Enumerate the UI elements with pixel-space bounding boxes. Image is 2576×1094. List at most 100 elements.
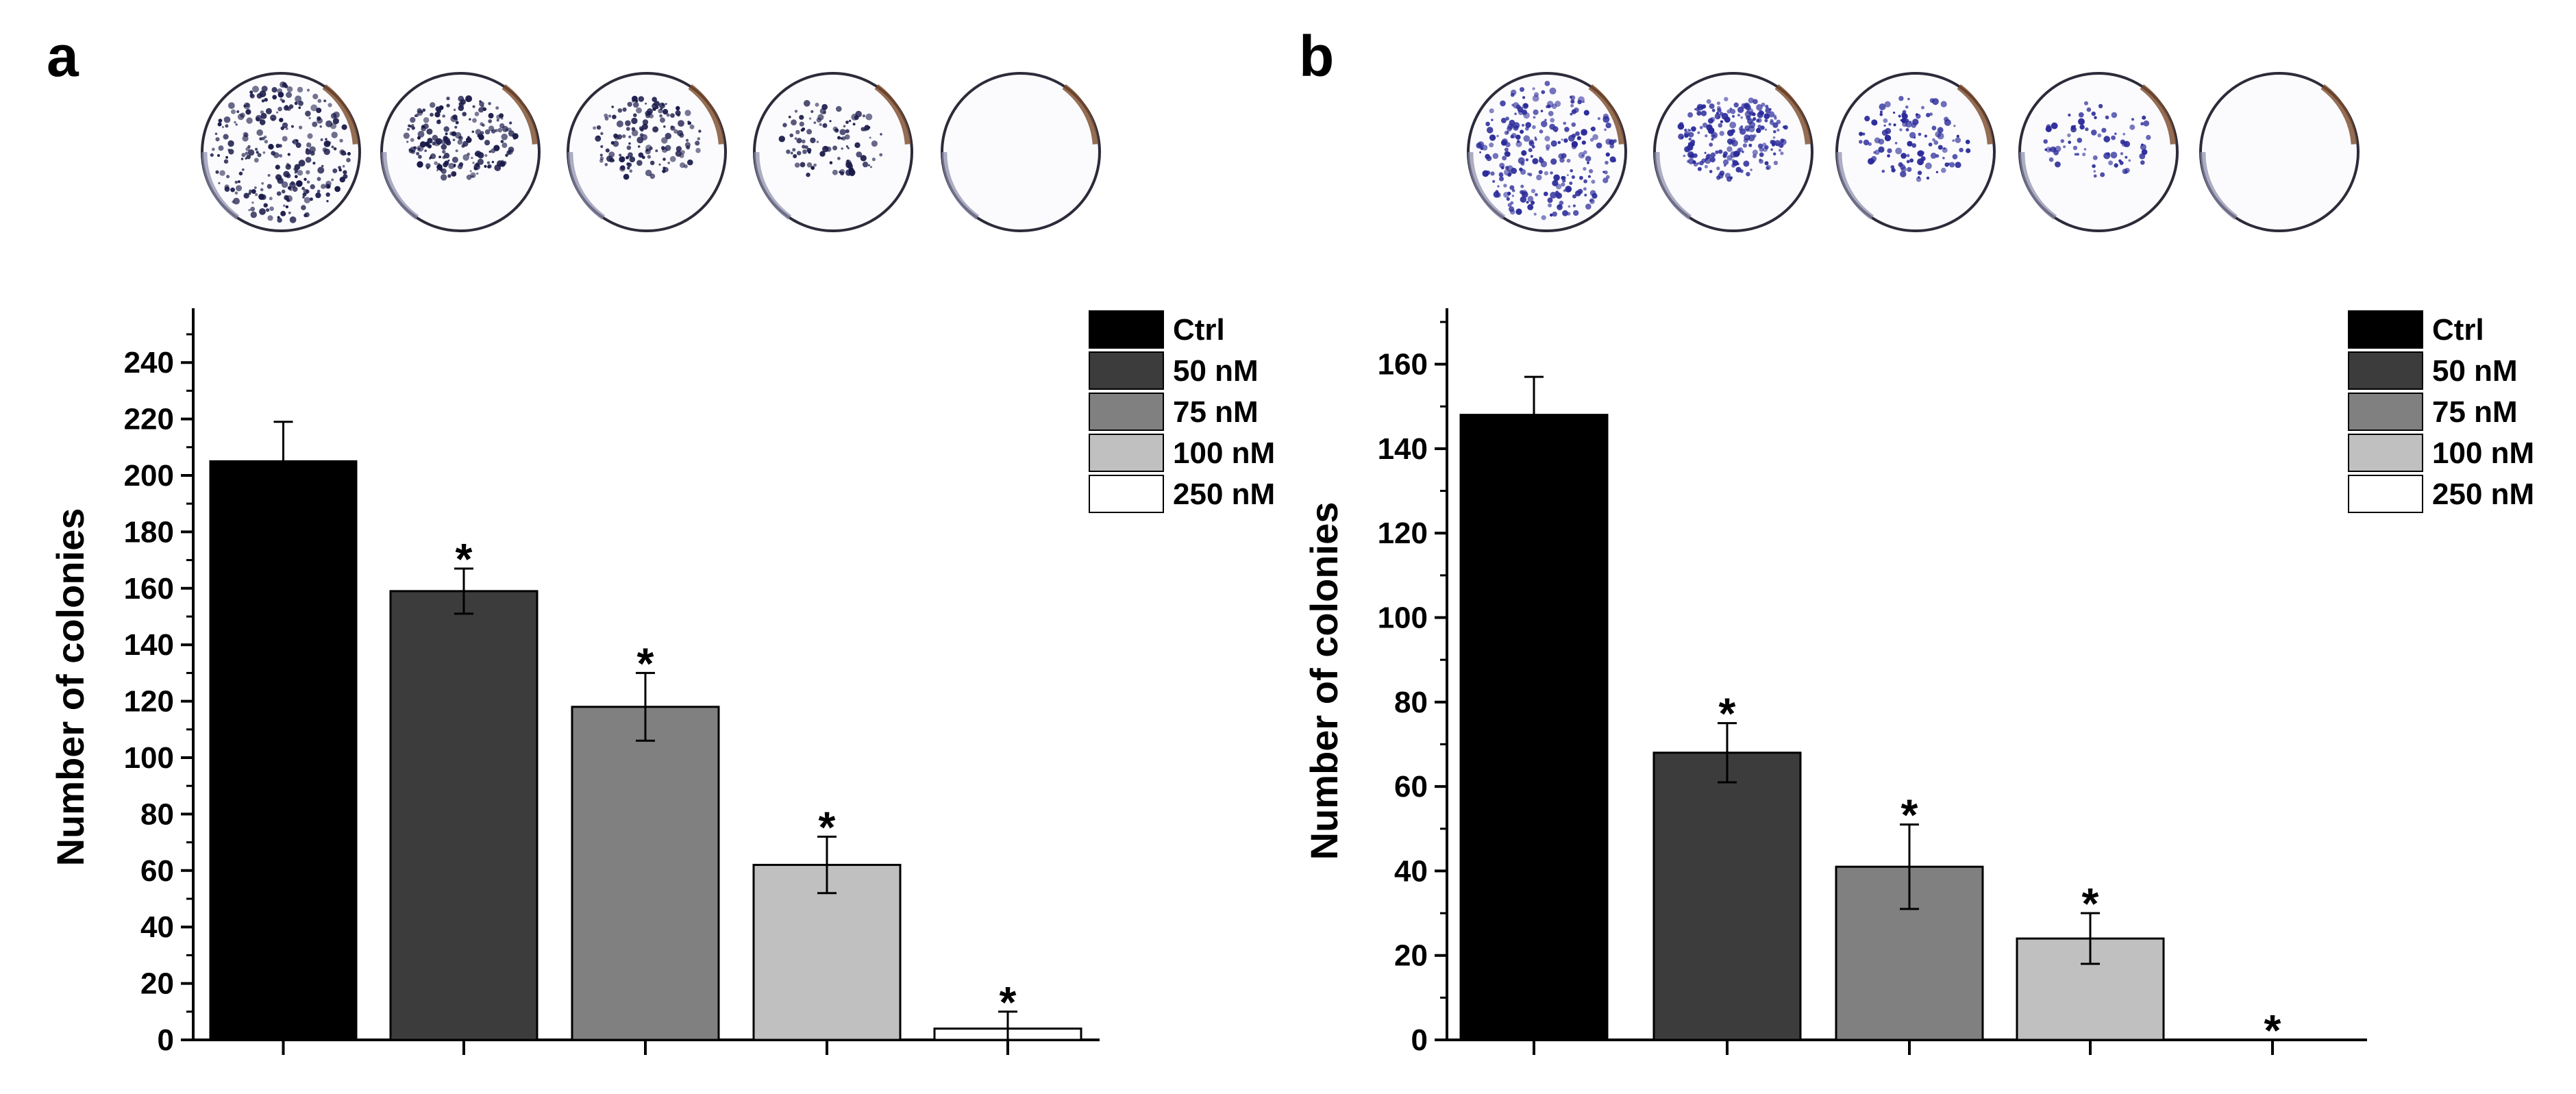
colony-dot: [1570, 99, 1575, 104]
colony-dot: [2044, 148, 2047, 151]
colony-dot: [1479, 151, 1482, 153]
colony-dot: [331, 145, 334, 149]
colony-dot: [1515, 208, 1522, 215]
colony-dot: [488, 119, 493, 123]
colony-dot: [662, 158, 666, 161]
colony-dot: [496, 114, 501, 120]
colony-dot: [1577, 188, 1583, 195]
colony-dot: [782, 123, 787, 127]
colony-dot: [790, 151, 793, 155]
colony-dot: [593, 126, 597, 130]
colony-dot: [447, 174, 451, 178]
colony-dot: [277, 91, 284, 98]
colony-dot: [480, 122, 484, 126]
colony-dot: [1495, 190, 1499, 194]
colony-dot: [669, 156, 676, 162]
y-tick-label: 220: [124, 403, 174, 436]
colony-dot: [2131, 118, 2134, 121]
petri-dish-photos: [201, 72, 1101, 232]
colony-dot: [417, 161, 423, 168]
colony-dot: [499, 161, 506, 167]
colony-dot: [685, 138, 689, 142]
colony-dot: [462, 154, 469, 161]
y-axis-label: Number of colonies: [1302, 502, 1346, 860]
colony-dot: [277, 106, 282, 112]
colony-dot: [1879, 110, 1883, 114]
colony-dot: [622, 134, 626, 138]
colony-dot: [1884, 134, 1892, 142]
colony-dot: [306, 148, 309, 151]
colony-dot: [501, 134, 508, 140]
colony-dot: [687, 159, 693, 166]
colony-dot: [267, 184, 272, 189]
colony-dot: [1928, 142, 1933, 147]
colony-dot: [458, 101, 463, 106]
colony-dot: [441, 174, 447, 181]
colony-dot: [806, 129, 813, 135]
colony-dot: [432, 134, 438, 141]
colony-dot: [2103, 136, 2110, 142]
colony-dot: [259, 90, 267, 97]
colony-dot: [2051, 122, 2058, 129]
colony-dot: [1748, 134, 1755, 142]
colony-dot: [2140, 160, 2145, 165]
colony-dot: [660, 117, 665, 123]
colony-dot: [280, 210, 286, 216]
colony-dot: [850, 171, 855, 177]
colony-dot: [1920, 156, 1926, 162]
colony-dot: [2128, 159, 2131, 162]
colony-dot: [285, 164, 291, 170]
colony-dot: [408, 124, 411, 127]
significance-marker: *: [1901, 791, 1918, 840]
colony-dot: [411, 126, 415, 130]
colony-dot: [306, 170, 310, 175]
colony-dot: [647, 155, 652, 159]
colony-dot: [298, 101, 304, 106]
colony-dot: [1549, 123, 1556, 130]
colony-dot: [496, 119, 499, 122]
colony-dot: [1511, 103, 1514, 107]
colony-dot: [652, 126, 659, 133]
y-ticks: 0 20 40 60 80 100 120 140 160 180 200 220 240: [124, 333, 193, 1057]
panel-a-figure: 0 20 40 60 80 100 120 140 160 180 200 220 240 Number …: [49, 72, 1275, 1057]
colony-dot: [1780, 145, 1783, 148]
colony-dot: [227, 140, 234, 147]
colony-dot: [1503, 184, 1507, 188]
colony-dot: [509, 121, 512, 125]
colony-dot: [1544, 191, 1548, 197]
colony-dot: [1748, 97, 1755, 103]
colony-dot: [319, 125, 323, 128]
colony-dot: [2120, 152, 2124, 156]
colony-dot: [1724, 97, 1729, 101]
colony-dot: [1733, 102, 1739, 108]
colony-dot: [1724, 164, 1726, 167]
colony-dot: [659, 114, 662, 118]
colony-dot: [666, 113, 670, 117]
colony-dot: [637, 145, 641, 148]
colony-dot: [2140, 122, 2144, 126]
legend-item: Ctrl: [1089, 310, 1225, 349]
colony-dot: [879, 153, 883, 157]
significance-marker: *: [637, 638, 654, 688]
colony-dot: [260, 110, 264, 114]
colony-dot: [218, 145, 224, 151]
colony-dot: [1535, 192, 1538, 197]
colony-dot: [501, 142, 508, 149]
colony-dot: [1906, 153, 1910, 158]
colony-dot: [619, 153, 622, 157]
colony-dot: [1748, 121, 1756, 129]
colony-dot: [852, 123, 856, 126]
colony-dot: [1526, 172, 1531, 176]
colony-dot: [1932, 138, 1935, 142]
colony-dot: [641, 134, 648, 140]
colony-dot: [836, 105, 842, 112]
colony-dot: [267, 215, 273, 221]
colony-dot: [253, 158, 259, 163]
colony-dot: [293, 138, 299, 145]
colony-dot: [280, 126, 285, 130]
colony-dot: [1734, 153, 1737, 156]
colony-dot: [1914, 136, 1916, 139]
colony-dot: [488, 150, 492, 153]
colony-dot: [1679, 122, 1684, 127]
colony-dot: [348, 152, 351, 154]
